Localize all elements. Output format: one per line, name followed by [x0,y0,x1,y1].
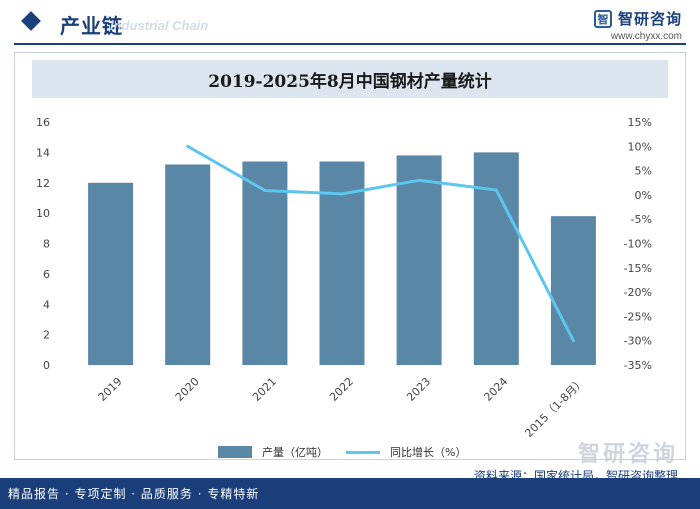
x-tick: 2021 [250,375,279,404]
bar-4 [396,155,442,365]
y-left-tick: 2 [43,329,50,342]
y-left-tick: 12 [36,177,50,190]
x-tick: 2022 [327,375,356,404]
y-right-tick: -25% [624,310,652,323]
y-right-tick: 5% [635,165,652,178]
y-right-tick: -30% [624,335,652,348]
bar-0 [88,182,134,366]
x-tick: 2019 [96,375,125,404]
y-right-tick: 15% [628,116,652,129]
y-right-tick: -5% [631,213,652,226]
y-right-tick: 0% [635,189,652,202]
legend-label-production: 产量（亿吨） [262,446,328,459]
y-right-tick: 10% [628,140,652,153]
bar-6 [550,216,596,365]
section-title: 产业链 [60,14,123,38]
header-divider [14,43,686,45]
y-right-tick: -10% [624,238,652,251]
legend-label-growth: 同比增长（%） [390,446,467,459]
y-right-tick: -35% [624,359,652,372]
y-left-tick: 4 [43,298,50,311]
chart-title: 2019-2025年8月中国钢材产量统计 [208,71,492,92]
brand-logo-icon: 智 [593,9,612,28]
y-left-tick: 16 [36,116,50,129]
legend-item-growth: 同比增长（%） [346,444,466,460]
growth-line [186,144,575,343]
section-subtitle-watermark: Industrial Chain [110,18,209,33]
y-left-tick: 0 [43,359,50,372]
legend-bar-swatch [218,446,252,458]
legend-item-production: 产量（亿吨） [218,444,328,460]
footer-text: 精品报告 · 专项定制 · 品质服务 · 专精特新 [8,487,260,501]
y-left-tick: 14 [36,146,50,159]
brand-url: www.chyxx.com [610,31,682,42]
legend-line-swatch [346,450,380,454]
bar-5 [473,152,519,365]
x-tick: 2023 [404,375,433,404]
chart-frame [14,52,686,460]
y-left-tick: 8 [43,238,50,251]
bar-3 [319,161,365,365]
y-left-tick: 10 [36,207,50,220]
x-tick: 2024 [481,375,510,404]
x-tick: 2020 [173,375,202,404]
brand-block: 智 智研咨询 www.chyxx.com [593,8,682,42]
bar-1 [165,164,211,365]
watermark-text: 智研咨询 [577,442,678,467]
y-left-tick: 6 [43,268,50,281]
chart-title-bar: 2019-2025年8月中国钢材产量统计 [32,60,668,98]
chart-legend: 产量（亿吨） 同比增长（%） [0,444,700,460]
y-right-tick: -15% [624,262,652,275]
bar-2 [242,161,288,365]
page-header: 产业链 Industrial Chain 智 智研咨询 www.chyxx.co… [0,0,700,45]
y-right-tick: -20% [624,286,652,299]
brand-name: 智研咨询 [617,10,682,28]
x-tick: 2015（1-8月） [522,375,587,440]
page-footer: 精品报告 · 专项定制 · 品质服务 · 专精特新 [0,478,700,509]
